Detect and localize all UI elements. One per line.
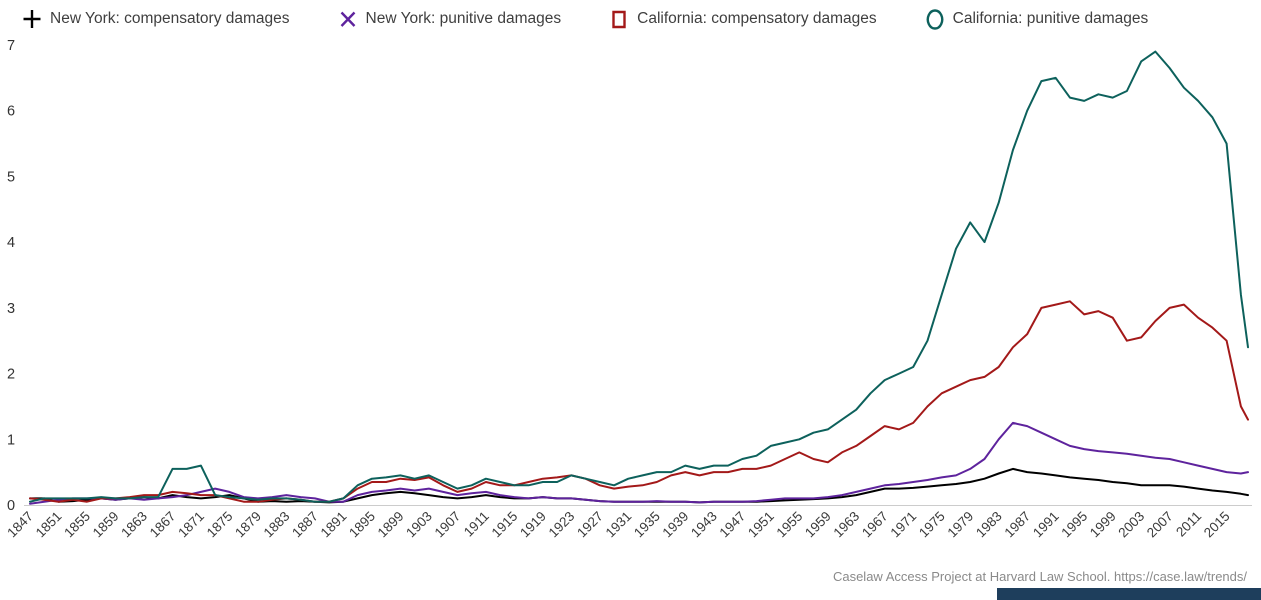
legend-label: California: compensatory damages — [637, 10, 877, 27]
x-tick-label: 1963 — [831, 509, 863, 541]
x-tick-label: 1915 — [489, 509, 521, 541]
x-tick-label: 1951 — [745, 509, 777, 541]
series-line-2 — [29, 300, 1249, 503]
legend-item-2[interactable]: California: compensatory damages — [609, 8, 877, 30]
x-tick-label: 1879 — [232, 509, 264, 541]
y-tick-label: 7 — [7, 38, 15, 54]
x-tick-label: 1875 — [204, 509, 236, 541]
x-tick-label: 1907 — [432, 509, 464, 541]
x-tick-label: 1935 — [631, 509, 663, 541]
y-tick-label: 5 — [7, 169, 15, 185]
x-tick-label: 2015 — [1201, 509, 1233, 541]
x-tick-label: 1975 — [916, 509, 948, 541]
x-tick-label: 1923 — [546, 509, 578, 541]
y-tick-label: 0 — [7, 498, 15, 514]
x-tick-label: 1919 — [517, 509, 549, 541]
x-tick-label: 1979 — [944, 509, 976, 541]
attribution-footer: Caselaw Access Project at Harvard Law Sc… — [833, 569, 1247, 584]
x-tick-label: 2011 — [1173, 509, 1204, 540]
series-line-1 — [29, 421, 1249, 505]
series-line-3 — [29, 50, 1249, 503]
x-tick-label: 1991 — [1030, 509, 1062, 541]
trends-link[interactable]: https://case.law/trends/ — [1114, 569, 1247, 584]
y-tick-label: 2 — [7, 367, 15, 383]
x-tick-label: 1887 — [289, 509, 321, 541]
x-tick-label: 1947 — [717, 509, 749, 541]
plus-marker-icon — [23, 10, 41, 28]
x-tick-label: 1891 — [318, 509, 350, 541]
legend-label: New York: compensatory damages — [50, 10, 290, 27]
x-tick-label: 1983 — [973, 509, 1005, 541]
bottom-bar — [997, 588, 1261, 600]
x-tick-label: 1871 — [175, 509, 207, 541]
x-tick-label: 2003 — [1115, 509, 1147, 541]
attribution-text: Caselaw Access Project at Harvard Law Sc… — [832, 569, 1111, 584]
x-tick-label: 1903 — [403, 509, 435, 541]
trends-chart[interactable]: 0123456718471851185518591863186718711875… — [0, 30, 1261, 570]
x-tick-label: 1995 — [1058, 509, 1090, 541]
x-tick-label: 2007 — [1144, 509, 1176, 541]
x-tick-label: 1967 — [859, 509, 891, 541]
x-tick-label: 1863 — [118, 509, 150, 541]
circle-marker-icon — [926, 9, 944, 30]
x-tick-label: 1987 — [1001, 509, 1033, 541]
square-marker-icon — [612, 10, 626, 29]
legend-item-1[interactable]: New York: punitive damages — [338, 8, 562, 30]
x-tick-label: 1927 — [574, 509, 606, 541]
y-tick-label: 4 — [7, 235, 15, 251]
x-tick-label: 1955 — [774, 509, 806, 541]
x-tick-label: 1959 — [802, 509, 834, 541]
y-tick-label: 3 — [7, 301, 15, 317]
y-tick-label: 6 — [7, 104, 15, 120]
legend-item-0[interactable]: New York: compensatory damages — [22, 8, 290, 30]
x-tick-label: 1867 — [147, 509, 179, 541]
x-tick-label: 1899 — [375, 509, 407, 541]
x-tick-label: 1883 — [261, 509, 293, 541]
x-tick-label: 1943 — [688, 509, 720, 541]
y-tick-label: 1 — [7, 432, 15, 448]
x-tick-label: 1931 — [603, 509, 635, 541]
x-tick-label: 1939 — [660, 509, 692, 541]
x-tick-label: 1911 — [461, 509, 492, 540]
x-tick-label: 1999 — [1087, 509, 1119, 541]
legend-label: California: punitive damages — [952, 10, 1149, 27]
x-tick-label: 1855 — [61, 509, 93, 541]
legend-label: New York: punitive damages — [365, 10, 562, 27]
x-marker-icon — [340, 11, 355, 27]
legend-item-3[interactable]: California: punitive damages — [925, 8, 1149, 30]
x-tick-label: 1859 — [90, 509, 122, 541]
x-tick-label: 1971 — [887, 509, 919, 541]
x-tick-label: 1851 — [33, 509, 65, 541]
chart-legend: New York: compensatory damages New York: … — [22, 8, 1148, 30]
x-tick-label: 1895 — [346, 509, 378, 541]
